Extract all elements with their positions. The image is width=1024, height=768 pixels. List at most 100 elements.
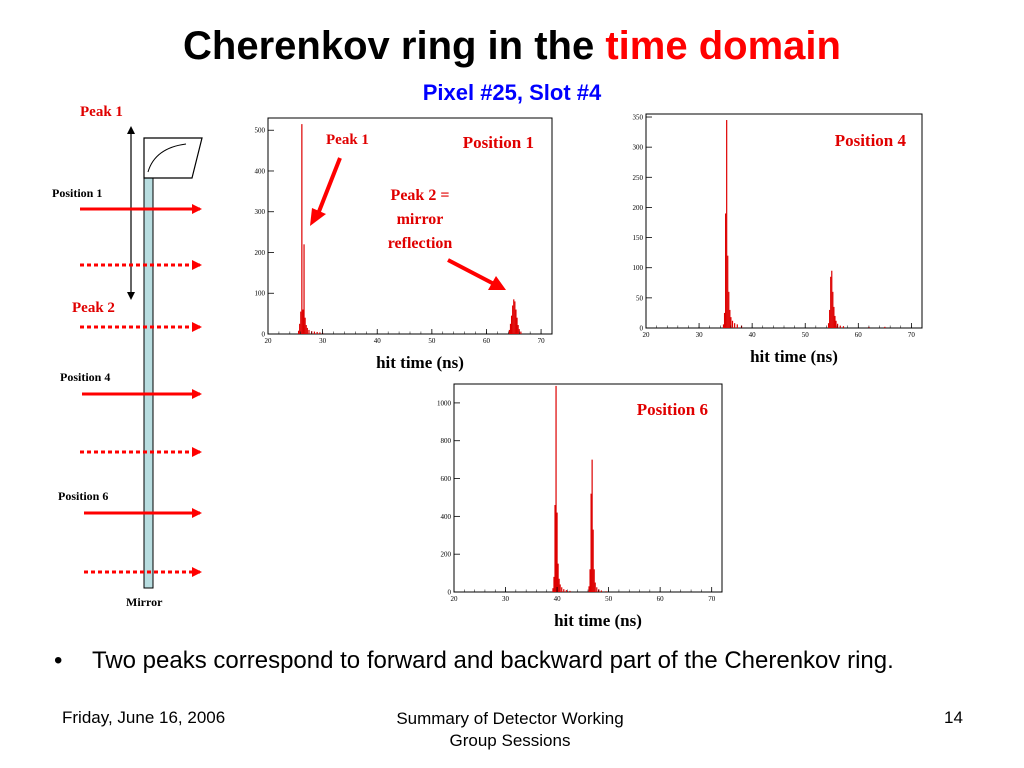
histogram-bar [553, 576, 555, 592]
y-tick-label: 250 [633, 174, 644, 182]
histogram-position4: 20 30 40 50 60 70 0 50 100 150 200 250 300 350 Positio… [633, 113, 923, 366]
histogram-bar [303, 244, 305, 334]
x-tick-label: 50 [428, 337, 436, 345]
histogram-bar [313, 331, 316, 334]
histogram-bar [305, 325, 307, 334]
histogram-bar [728, 291, 730, 328]
histogram-bar [301, 124, 303, 334]
mirror-label: Mirror [126, 595, 163, 609]
histogram-bar [829, 309, 831, 328]
histogram-bar [734, 323, 736, 328]
histogram-bar [590, 493, 592, 592]
histogram-bar [302, 309, 304, 334]
histogram-bar [729, 309, 731, 328]
bullet-dot: • [54, 647, 63, 674]
y-tick-label: 600 [441, 475, 452, 483]
plot-frame [267, 117, 553, 335]
x-tick-label: 60 [657, 595, 665, 603]
histogram-bar [306, 327, 308, 334]
title-highlight: time domain [605, 24, 841, 68]
annotation-arrow2-head [488, 276, 506, 290]
y-tick-label: 200 [633, 204, 644, 212]
peak1-label: Peak 1 [80, 104, 123, 120]
plot-area-2: 20 30 40 50 60 70 0 50 100 150 200 250 300 350 Positio… [633, 113, 923, 366]
y-tick-label: 300 [255, 208, 266, 216]
x-tick-label: 20 [643, 331, 651, 339]
histogram-bar [556, 512, 558, 592]
histogram-bar [304, 317, 306, 334]
histogram-bar [515, 309, 517, 334]
y-tick-label: 0 [262, 331, 266, 339]
histogram-bar [596, 587, 598, 592]
histogram-bar [830, 276, 832, 328]
annotation-arrow-shaft [316, 157, 342, 215]
x-tick-label: 40 [374, 337, 382, 345]
histogram-bar [594, 582, 596, 592]
histogram-bar [300, 311, 302, 334]
histogram-bar [509, 323, 512, 334]
y-tick-label: 100 [255, 290, 266, 298]
page-title: Cherenkov ring in the time domain [0, 24, 1024, 69]
histogram-position1: 20 30 40 50 60 70 0 100 200 300 400 500 Position 1 hi… [255, 117, 553, 372]
x-axis-label: hit time (ns) [376, 353, 464, 372]
y-tick-label: 400 [441, 513, 452, 521]
title-main: Cherenkov ring in the [183, 24, 606, 68]
histogram-bar [510, 315, 513, 334]
histogram-bar [593, 569, 595, 592]
histogram-bar [726, 120, 728, 328]
histogram-bar [839, 325, 841, 328]
histogram-bar [554, 505, 556, 592]
x-axis-label: hit time (ns) [554, 611, 642, 630]
histogram-bar [514, 301, 516, 334]
annotation-peak1: Peak 1 [326, 132, 369, 148]
histogram-bar [552, 588, 554, 592]
y-tick-label: 200 [255, 249, 266, 257]
x-tick-label: 40 [749, 331, 757, 339]
x-tick-label: 20 [265, 337, 273, 345]
x-tick-label: 70 [538, 337, 546, 345]
histogram-bar [563, 589, 565, 592]
histogram-bar [832, 291, 834, 328]
y-tick-label: 350 [633, 114, 644, 122]
histogram-bar [513, 299, 515, 334]
position6-label: Position 6 [58, 489, 108, 503]
x-tick-label: 30 [319, 337, 327, 345]
annotation-arrow2-shaft [447, 258, 495, 286]
y-tick-label: 0 [448, 589, 452, 597]
x-tick-label: 50 [605, 595, 613, 603]
x-tick-label: 30 [696, 331, 704, 339]
y-tick-label: 200 [441, 551, 452, 559]
histogram-position6: 20 30 40 50 60 70 0 200 400 600 800 1000 Position 6 h… [437, 383, 723, 630]
x-axis-label: hit time (ns) [750, 347, 838, 366]
histogram-bar [555, 385, 557, 592]
y-tick-label: 100 [633, 264, 644, 272]
peak2-label: Peak 2 [72, 300, 115, 316]
histogram-bar [297, 330, 300, 334]
bullet-text: Two peaks correspond to forward and back… [92, 647, 894, 674]
detector-box [143, 137, 203, 179]
histogram-bar [520, 331, 522, 334]
histogram-bar [723, 312, 726, 328]
annotation-arrow-head [310, 208, 326, 226]
y-tick-label: 0 [640, 325, 644, 333]
histogram-bar [569, 590, 571, 592]
histogram-bar [605, 591, 607, 592]
x-tick-label: 30 [502, 595, 510, 603]
x-tick-label: 50 [802, 331, 810, 339]
histogram-bar [884, 326, 886, 328]
histogram-bar [561, 587, 563, 592]
plot-area-1: 20 30 40 50 60 70 0 100 200 300 400 500 Position 1 hi… [255, 117, 553, 372]
histogram-bar [827, 323, 830, 328]
histogram-bar [592, 529, 594, 592]
histogram-bar [736, 324, 738, 328]
histogram-bar [516, 317, 518, 334]
histogram-bar [835, 320, 837, 328]
histogram-bar [837, 323, 839, 328]
histogram-bar [517, 325, 519, 334]
y-tick-label: 150 [633, 234, 644, 242]
y-tick-label: 500 [255, 127, 266, 135]
histogram-bar [565, 590, 567, 592]
y-tick-label: 300 [633, 144, 644, 152]
page-number: 14 [944, 708, 963, 727]
x-tick-label: 70 [708, 595, 716, 603]
